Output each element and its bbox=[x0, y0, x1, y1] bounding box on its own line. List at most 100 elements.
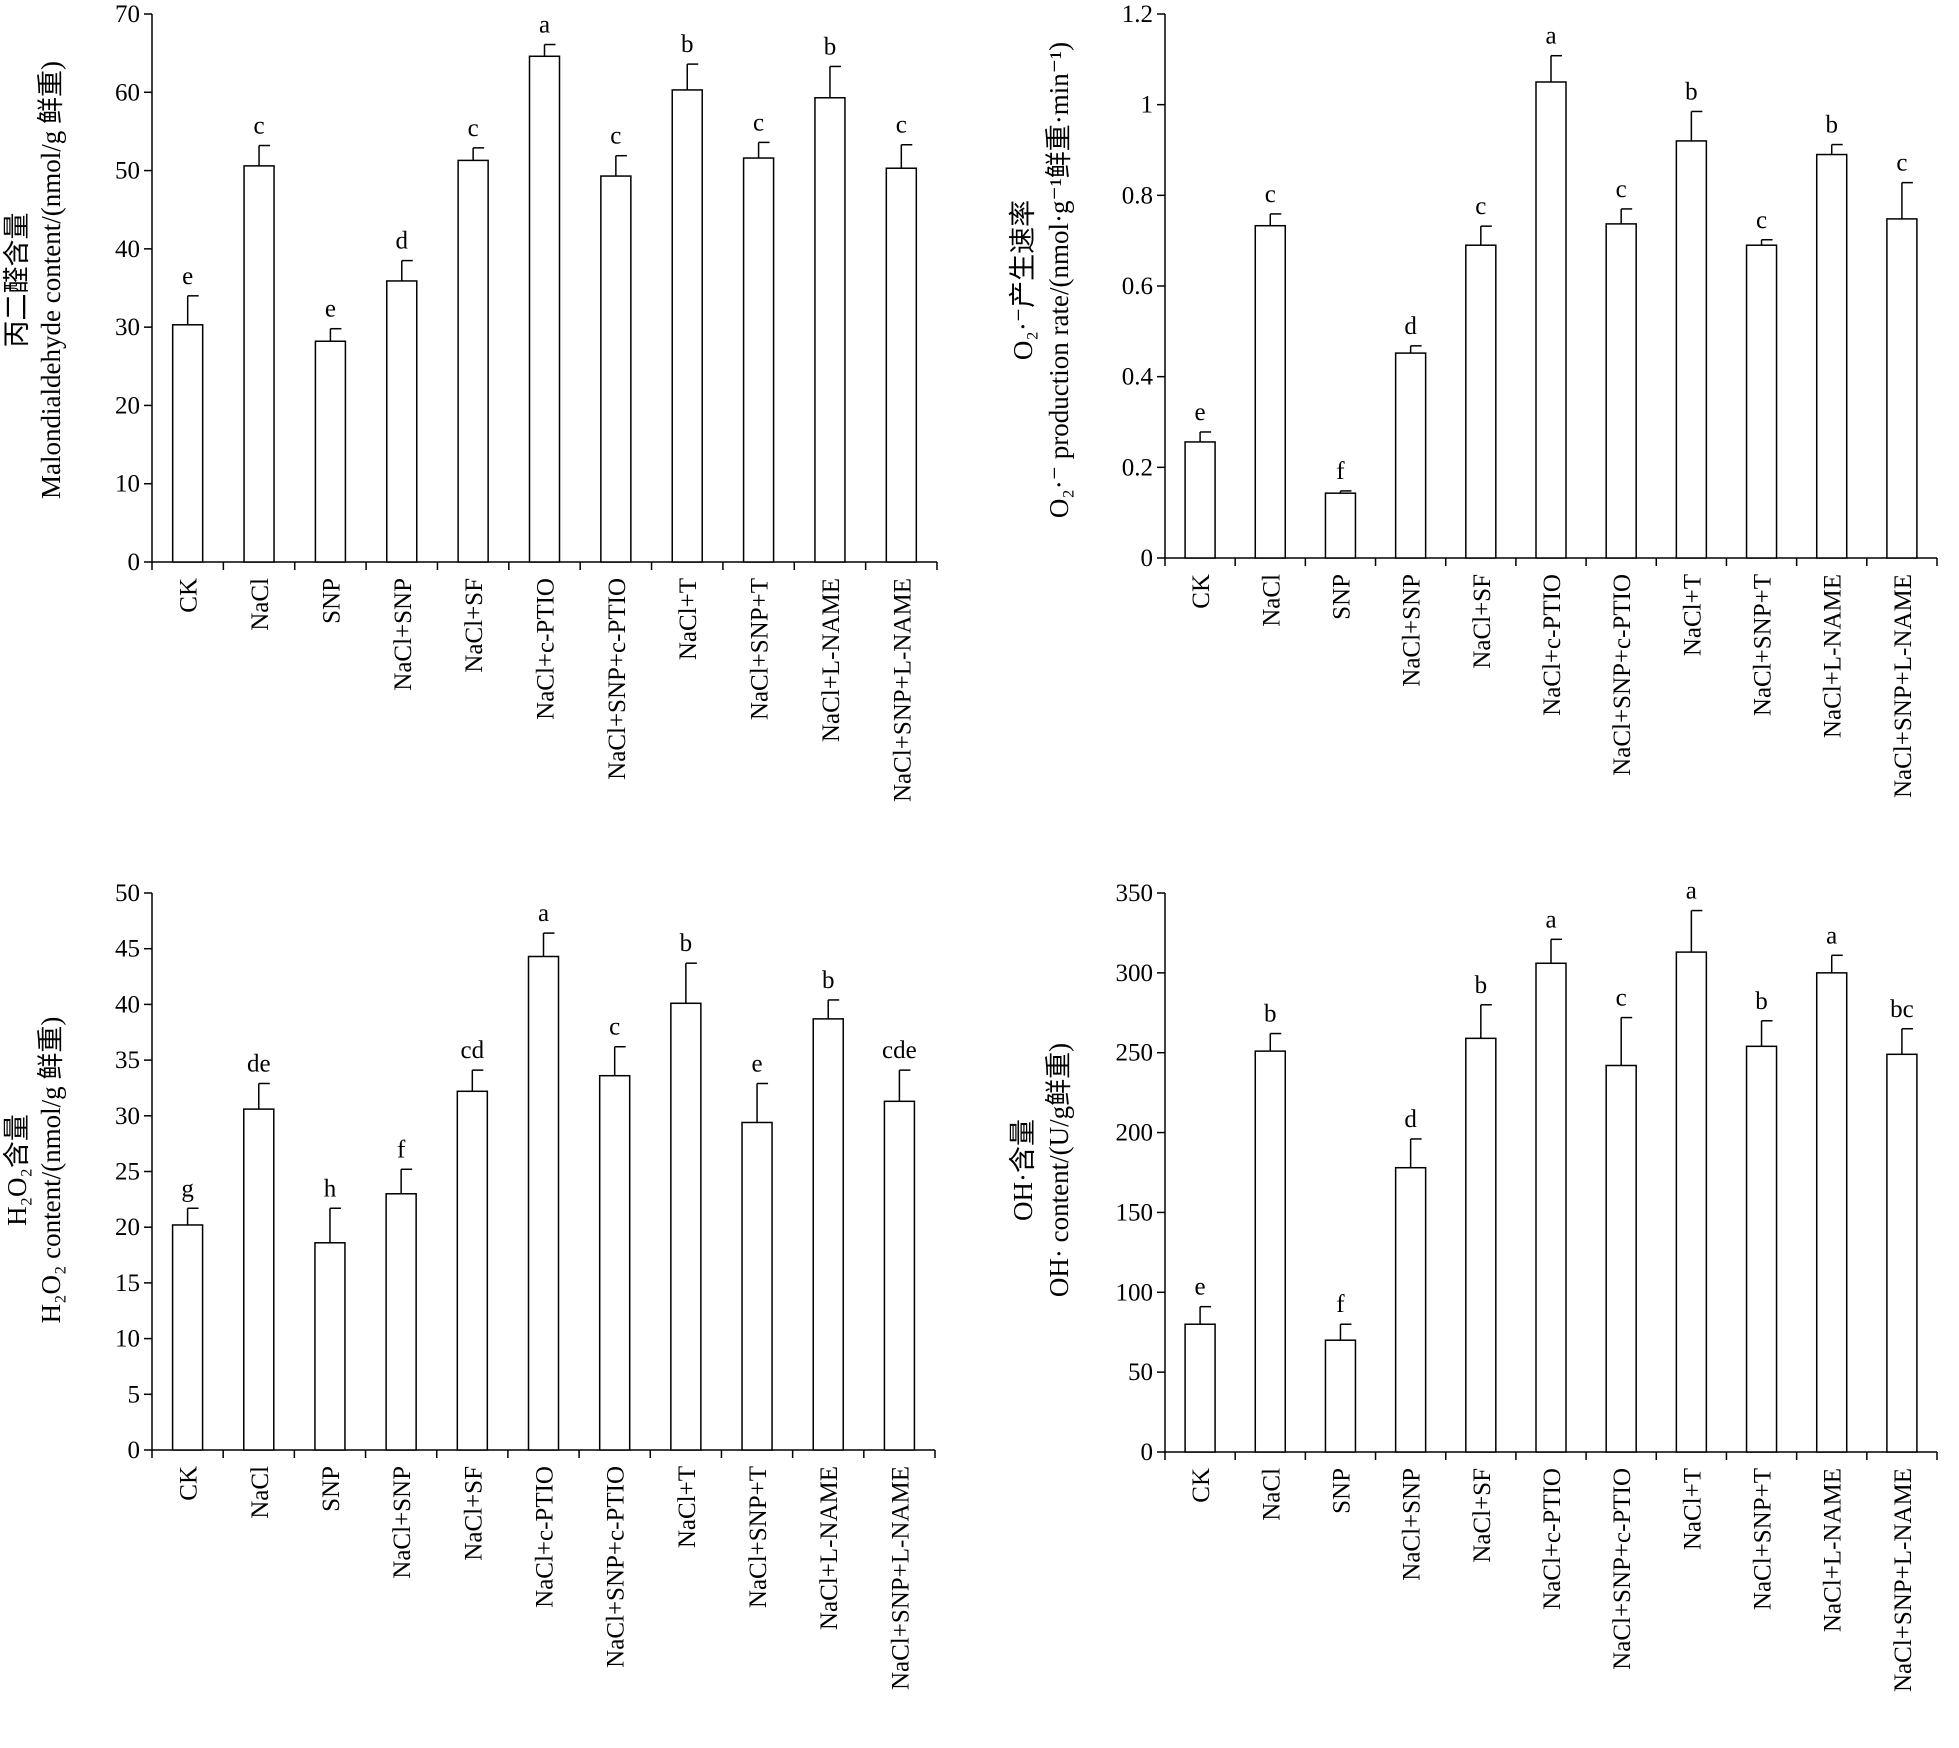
bar bbox=[1815, 153, 1848, 559]
y-tick-label: 0.2 bbox=[1122, 454, 1153, 481]
y-axis-label-cn: OH·含量 bbox=[1008, 1119, 1038, 1221]
x-category-label: NaCl+L-NAME bbox=[1820, 1468, 1847, 1632]
significance-letter: f bbox=[1336, 1291, 1345, 1318]
y-tick-label: 150 bbox=[1116, 1199, 1154, 1226]
x-category-label: NaCl+SF bbox=[1469, 1468, 1496, 1563]
significance-letter: de bbox=[247, 1050, 271, 1077]
significance-letter: a bbox=[1545, 23, 1556, 50]
x-category-label: NaCl+SNP+T bbox=[745, 1466, 772, 1608]
significance-letter: d bbox=[1404, 313, 1417, 340]
bar bbox=[171, 1224, 204, 1451]
significance-letter: c bbox=[1896, 150, 1907, 177]
malondialdehyde-chart: 丙二醛含量 Malondialdehyde content/(nmol/g 鲜重… bbox=[2, 1, 938, 802]
x-category-label: NaCl+c-PTIO bbox=[1539, 574, 1566, 716]
significance-letter: c bbox=[610, 123, 621, 150]
y-tick-label: 50 bbox=[115, 158, 140, 185]
significance-letter: e bbox=[325, 296, 336, 323]
y-tick-label: 0 bbox=[128, 1437, 141, 1464]
x-category-label: NaCl+SF bbox=[461, 578, 488, 673]
significance-letter: f bbox=[1336, 458, 1345, 485]
bar bbox=[1324, 492, 1357, 559]
significance-letter: c bbox=[1265, 181, 1276, 208]
significance-letter: c bbox=[468, 115, 479, 142]
significance-letter: b bbox=[680, 930, 693, 957]
bar bbox=[1605, 223, 1637, 559]
y-tick-label: 0 bbox=[128, 549, 141, 576]
y-tick-label: 300 bbox=[1116, 960, 1154, 987]
y-tick-label: 50 bbox=[115, 880, 140, 907]
x-category-label: NaCl+SNP bbox=[390, 578, 417, 691]
y-tick-label: 0.4 bbox=[1122, 364, 1154, 391]
significance-letter: b bbox=[822, 967, 835, 994]
x-category-label: NaCl+SNP+L-NAME bbox=[887, 1466, 914, 1690]
y-tick-label: 1 bbox=[1141, 92, 1154, 119]
bar bbox=[812, 1018, 844, 1451]
y-tick-label: 70 bbox=[115, 1, 140, 28]
significance-letter: b bbox=[681, 31, 694, 58]
significance-letter: c bbox=[1616, 985, 1627, 1012]
x-category-label: NaCl bbox=[1258, 1468, 1285, 1521]
y-axis-label-en: O₂·⁻ production rate/(nmol·g⁻¹鲜重·min⁻¹) bbox=[1044, 42, 1074, 518]
y-tick-label: 0.8 bbox=[1122, 182, 1153, 209]
significance-letter: c bbox=[253, 113, 264, 140]
y-tick-label: 50 bbox=[1128, 1359, 1153, 1386]
y-tick-label: 0 bbox=[1141, 1439, 1154, 1466]
bar bbox=[600, 175, 632, 563]
x-category-label: NaCl+SNP bbox=[389, 1466, 416, 1579]
y-tick-label: 0 bbox=[1141, 545, 1154, 572]
significance-letter: b bbox=[1685, 78, 1698, 105]
x-category-label: CK bbox=[176, 1466, 203, 1501]
bar bbox=[1184, 441, 1216, 559]
bar bbox=[1535, 962, 1567, 1453]
bar bbox=[1886, 1053, 1918, 1453]
significance-letter: e bbox=[1195, 1274, 1206, 1301]
significance-letter: e bbox=[182, 263, 193, 290]
y-axis-label-cn: O₂·⁻产生速率 bbox=[1008, 200, 1038, 360]
y-tick-label: 30 bbox=[115, 1103, 140, 1130]
significance-letter: a bbox=[1686, 878, 1697, 905]
x-category-label: NaCl bbox=[1258, 574, 1285, 627]
significance-letter: bc bbox=[1890, 996, 1914, 1023]
significance-letter: b bbox=[1475, 972, 1488, 999]
y-tick-label: 15 bbox=[115, 1270, 140, 1297]
x-category-label: SNP bbox=[318, 578, 345, 624]
bar bbox=[885, 167, 918, 563]
bar bbox=[741, 1121, 773, 1451]
y-tick-label: 25 bbox=[115, 1159, 140, 1186]
significance-letter: d bbox=[1404, 1106, 1417, 1133]
x-category-label: SNP bbox=[318, 1466, 345, 1512]
significance-letter: c bbox=[753, 109, 764, 136]
y-tick-label: 350 bbox=[1116, 880, 1154, 907]
x-category-label: CK bbox=[1188, 1468, 1215, 1503]
y-axis-label-cn: 丙二醛含量 bbox=[2, 213, 32, 348]
bar bbox=[1745, 1045, 1778, 1453]
y-tick-label: 40 bbox=[115, 236, 140, 263]
x-category-label: NaCl+c-PTIO bbox=[533, 578, 560, 720]
bar bbox=[243, 165, 275, 563]
bar bbox=[671, 89, 703, 563]
x-category-label: SNP bbox=[1328, 1468, 1355, 1514]
bar bbox=[385, 1193, 417, 1451]
x-category-label: NaCl+c-PTIO bbox=[532, 1466, 559, 1608]
x-category-label: NaCl+SF bbox=[460, 1466, 487, 1561]
significance-letter: b bbox=[1264, 1001, 1277, 1028]
significance-letter: a bbox=[538, 900, 549, 927]
bar bbox=[1815, 972, 1848, 1453]
bar bbox=[314, 1242, 346, 1451]
bar bbox=[528, 55, 561, 563]
x-category-label: NaCl+SNP+c-PTIO bbox=[603, 1466, 630, 1668]
bar bbox=[243, 1108, 275, 1451]
x-category-label: NaCl bbox=[247, 1466, 274, 1519]
bar bbox=[1254, 1050, 1287, 1453]
x-category-label: NaCl+SNP+c-PTIO bbox=[1609, 1468, 1636, 1670]
x-category-label: NaCl+T bbox=[1679, 574, 1706, 656]
bar bbox=[1465, 244, 1497, 559]
x-category-label: NaCl+SNP+L-NAME bbox=[1890, 1468, 1917, 1692]
x-category-label: NaCl+L-NAME bbox=[816, 1466, 843, 1630]
bar bbox=[1886, 218, 1918, 559]
y-tick-label: 250 bbox=[1116, 1040, 1154, 1067]
x-category-label: NaCl+c-PTIO bbox=[1539, 1468, 1566, 1610]
bar bbox=[1675, 140, 1708, 559]
bar bbox=[314, 340, 347, 563]
